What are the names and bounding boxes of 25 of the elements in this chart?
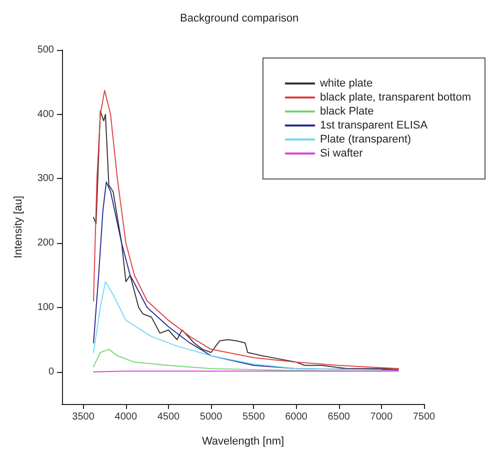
line-series bbox=[93, 281, 382, 370]
x-tick-label: 7000 bbox=[370, 412, 393, 422]
x-tick-label: 4500 bbox=[157, 412, 180, 422]
y-tick-label: 200 bbox=[37, 238, 54, 249]
x-tick-label: 6500 bbox=[328, 412, 350, 422]
legend-label: Plate (transparent) bbox=[320, 134, 412, 146]
x-tick-label: 5000 bbox=[200, 412, 223, 422]
legend-label: Si wafter bbox=[320, 148, 364, 160]
legend-label: white plate bbox=[318, 78, 373, 90]
legend-label: black Plate bbox=[320, 106, 374, 118]
chart-title: Background comparison bbox=[180, 12, 299, 24]
y-tick-label: 0 bbox=[48, 366, 54, 378]
x-tick-label: 5500 bbox=[242, 412, 266, 422]
legend-label: 1st transparent ELISA bbox=[320, 120, 428, 132]
x-tick-label: 3500 bbox=[72, 412, 95, 422]
x-axis-title: Wavelength [nm] bbox=[202, 436, 284, 448]
x-tick-label: 7500 bbox=[412, 412, 436, 422]
x-tick-label: 4000 bbox=[114, 412, 138, 422]
y-tick-label: 100 bbox=[37, 302, 54, 313]
x-tick-label: 6000 bbox=[285, 412, 308, 422]
y-tick-label: 400 bbox=[37, 108, 54, 120]
y-tick-label: 500 bbox=[37, 44, 54, 56]
y-tick-label: 300 bbox=[37, 173, 54, 184]
y-axis-title: Intensity [au] bbox=[12, 196, 24, 258]
legend-label: black plate, transparent bottom bbox=[320, 92, 471, 104]
